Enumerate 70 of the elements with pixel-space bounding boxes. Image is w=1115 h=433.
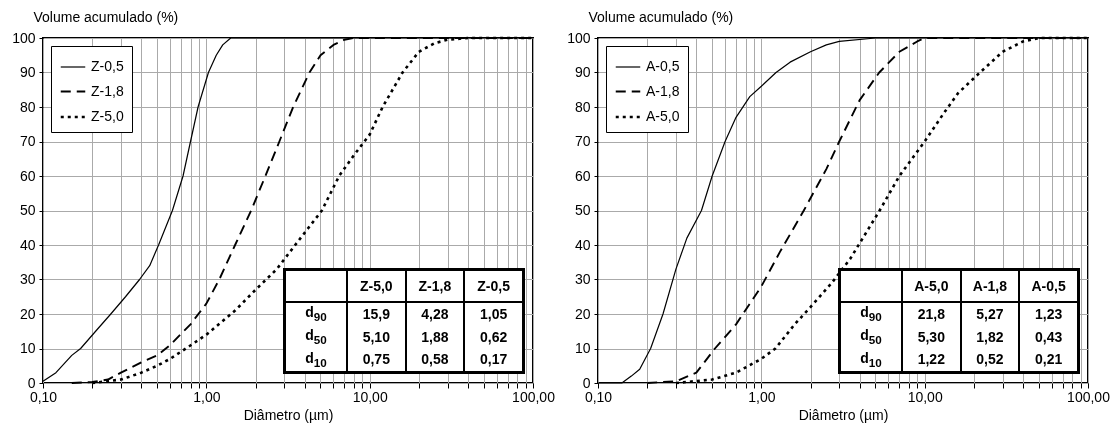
- annotation: 5,27: [960, 302, 1020, 326]
- annotation: d$_{90}$: [859, 303, 883, 325]
- y-tick-label: 90: [19, 64, 36, 80]
- annotation: Z-0,5: [464, 269, 524, 302]
- y-tick-label: 100: [567, 29, 591, 46]
- y-tick-label: 20: [19, 305, 36, 322]
- annotation: A-1,8: [960, 269, 1020, 302]
- legend-label: A-0,5: [646, 58, 680, 74]
- y-tick-label: 10: [19, 340, 36, 356]
- x-tick-label: 1,00: [748, 388, 776, 405]
- annotation: 0,21: [1019, 348, 1079, 373]
- y-tick-label: 60: [19, 167, 36, 184]
- x-tick-label: 10,00: [352, 388, 388, 405]
- annotation: 0,75: [347, 348, 406, 373]
- y-tick-label: 60: [574, 167, 591, 184]
- y-tick-label: 40: [574, 236, 591, 253]
- y-tick-label: 90: [574, 64, 591, 80]
- y-tick-label: 30: [574, 271, 591, 287]
- annotation: 5,10: [347, 325, 406, 349]
- annotation: 15,9: [347, 302, 406, 326]
- legend-label: Z-0,5: [91, 58, 124, 74]
- annotation: 0,62: [464, 325, 524, 349]
- y-tick-label: 0: [27, 374, 36, 391]
- annotation: 0,17: [464, 348, 524, 373]
- x-axis-title: Diâmetro (µm): [798, 406, 889, 423]
- x-tick-label: 0,10: [29, 388, 58, 405]
- annotation: 1,23: [1019, 302, 1079, 326]
- annotation: 1,22: [902, 348, 961, 373]
- y-tick-label: 50: [574, 202, 591, 218]
- annotation: A-0,5: [1019, 269, 1079, 302]
- y-tick-label: 10: [574, 340, 591, 356]
- y-axis-title: Volume acumulado (%): [588, 8, 734, 25]
- y-tick-label: 80: [574, 98, 591, 115]
- x-tick-label: 0,10: [584, 388, 613, 405]
- y-tick-label: 100: [12, 29, 36, 46]
- annotation: 1,05: [464, 302, 524, 326]
- annotation: d$_{90}$: [304, 303, 328, 325]
- x-axis-title: Diâmetro (µm): [243, 406, 334, 423]
- legend-label: Z-5,0: [91, 108, 124, 124]
- annotation: Z-5,0: [347, 269, 406, 302]
- annotation: A-5,0: [902, 269, 961, 302]
- annotation: 0,43: [1019, 325, 1079, 349]
- annotation: 21,8: [902, 302, 961, 326]
- x-tick-label: 100,00: [1067, 388, 1111, 405]
- annotation: 0,58: [405, 348, 465, 373]
- annotation: d$_{50}$: [859, 325, 883, 348]
- annotation: 1,88: [405, 325, 465, 349]
- y-tick-label: 70: [19, 133, 36, 149]
- y-tick-label: 40: [19, 236, 36, 253]
- y-axis-title: Volume acumulado (%): [33, 8, 179, 25]
- x-tick-label: 1,00: [193, 388, 221, 405]
- legend-label: A-5,0: [646, 108, 680, 124]
- annotation: d$_{10}$: [304, 348, 328, 371]
- annotation: 0,52: [960, 348, 1020, 373]
- annotation: d$_{50}$: [304, 325, 328, 348]
- x-tick-label: 10,00: [907, 388, 943, 405]
- y-tick-label: 30: [19, 271, 36, 287]
- y-tick-label: 80: [19, 98, 36, 115]
- x-tick-label: 100,00: [512, 388, 556, 405]
- legend-label: Z-1,8: [91, 82, 124, 99]
- y-tick-label: 20: [574, 305, 591, 322]
- legend-label: A-1,8: [646, 82, 680, 99]
- annotation: Z-1,8: [405, 269, 465, 302]
- y-tick-label: 70: [574, 133, 591, 149]
- annotation: 5,30: [902, 325, 961, 349]
- annotation: 1,82: [960, 325, 1020, 349]
- annotation: d$_{10}$: [859, 348, 883, 371]
- y-tick-label: 50: [19, 202, 36, 218]
- y-tick-label: 0: [582, 374, 591, 391]
- annotation: 4,28: [405, 302, 465, 326]
